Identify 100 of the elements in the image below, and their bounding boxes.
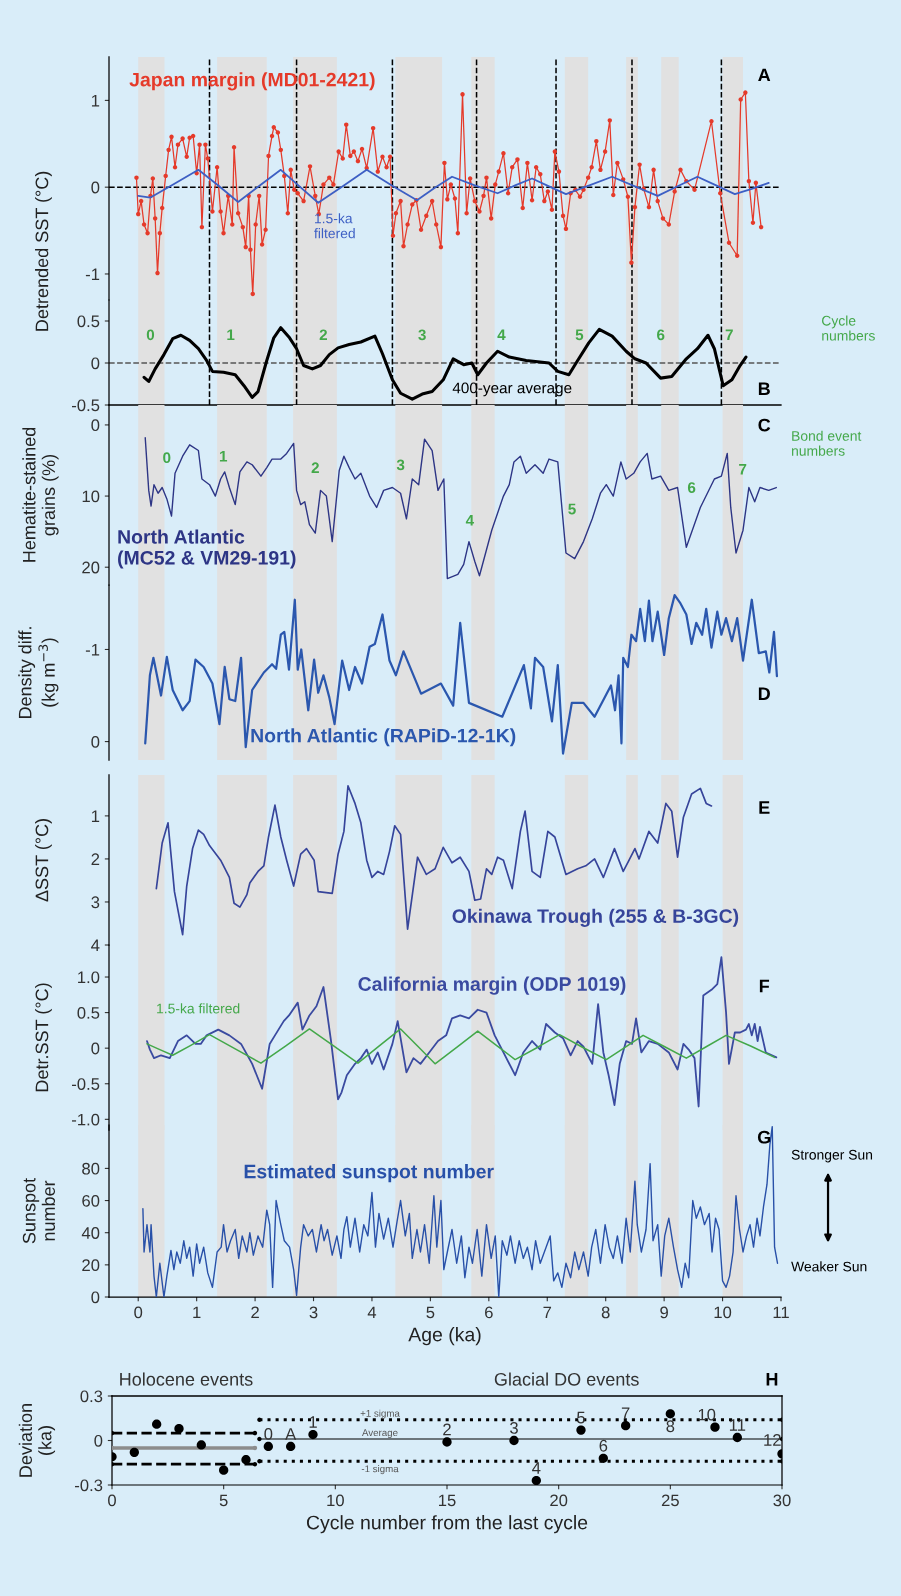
annotation: 3 — [418, 329, 426, 341]
annotation: E — [759, 801, 770, 814]
y-tick-label: 20 — [82, 1259, 100, 1272]
x-axis-title: Cycle number from the last cycle — [306, 1515, 588, 1534]
y-axis-title: Detrended SST (°C) — [35, 171, 52, 331]
point — [509, 1435, 519, 1446]
x-tick-label: 10 — [714, 1306, 732, 1319]
y-tick-label: 1 — [91, 94, 100, 107]
point — [286, 1441, 296, 1452]
line-series — [146, 1028, 776, 1065]
point — [263, 1441, 273, 1452]
y-tick-label: 0 — [91, 357, 100, 370]
series-label: Estimated sunspot number — [244, 1164, 494, 1183]
y-tick-label: -1.0 — [72, 1113, 100, 1126]
annotation: 8 — [666, 1420, 675, 1433]
annotation: 0 — [163, 452, 171, 464]
x-tick-label: 0 — [108, 1494, 116, 1507]
annotation: 0 — [146, 329, 155, 341]
annotation: A — [758, 68, 771, 82]
x-tick-label: 8 — [601, 1306, 610, 1319]
annotation: 4 — [497, 329, 506, 341]
x-tick-label: 11 — [773, 1306, 789, 1319]
annotation: 10 — [698, 1408, 716, 1421]
y-tick-label: 0 — [94, 1434, 103, 1447]
annotation: 3 — [510, 1422, 518, 1434]
text: H — [766, 1373, 778, 1386]
y-tick-label: 0.3 — [80, 1390, 103, 1403]
annotation: B — [758, 382, 770, 395]
annotation: 6 — [687, 482, 696, 493]
text: Holocene events — [120, 1372, 253, 1386]
text: Glacial DO events — [494, 1372, 639, 1386]
y-tick-label: 0 — [91, 1291, 100, 1304]
y-tick-label: -0.3 — [75, 1479, 103, 1492]
x-tick-label: 15 — [439, 1494, 456, 1507]
annotation: 7 — [739, 463, 747, 475]
point — [174, 1423, 184, 1434]
series-label: 400-year average — [452, 382, 572, 397]
series-label: North Atlantic (MC52 & VM29-191) — [118, 529, 296, 569]
annotation: 11 — [729, 1419, 746, 1431]
text: Stronger Sun — [791, 1149, 873, 1163]
annotation: 1 — [227, 329, 235, 341]
x-tick-label: 4 — [367, 1306, 377, 1319]
text: Bond event numbers — [792, 430, 862, 456]
text: Cycle numbers — [822, 315, 875, 341]
point — [257, 1459, 262, 1464]
y-tick-label: 10 — [82, 490, 100, 503]
annotation: +1 sigma — [360, 1409, 400, 1419]
annotation: 2 — [443, 1423, 451, 1436]
point — [621, 1421, 631, 1431]
annotation: 4 — [532, 1462, 541, 1474]
x-tick-label: 20 — [550, 1494, 568, 1507]
x-tick-label: 2 — [251, 1306, 259, 1319]
y-tick-label: 60 — [82, 1194, 100, 1207]
point — [129, 1447, 139, 1458]
y-tick-label: -1 — [85, 268, 100, 280]
y-tick-label: 2 — [91, 853, 100, 865]
y-axis-title: Sunspot number — [22, 1178, 56, 1244]
series-label: Japan margin (MD01-2421) — [129, 72, 375, 91]
series-label: Okinawa Trough (255 & B-3GC) — [452, 908, 739, 927]
annotation: 2 — [311, 462, 319, 474]
annotation: F — [759, 979, 770, 993]
annotation: 2 — [319, 329, 327, 341]
line-series — [144, 594, 779, 755]
point — [598, 1453, 608, 1463]
point — [196, 1440, 206, 1450]
y-tick-label: -0.5 — [72, 1078, 100, 1090]
annotation: 7 — [621, 1407, 630, 1419]
y-tick-label: 0.5 — [77, 315, 100, 328]
annotation: 0 — [264, 1427, 273, 1440]
y-axis-title: Density diff. (kg m$^{−3}$) — [18, 627, 59, 719]
x-tick-label: 30 — [773, 1494, 791, 1507]
annotation: 5 — [568, 503, 576, 515]
y-tick-label: -0.5 — [72, 399, 100, 412]
y-tick-label: 1.0 — [78, 971, 100, 984]
y-tick-label: 40 — [81, 1227, 100, 1239]
line-series — [142, 1125, 779, 1297]
point — [257, 1436, 262, 1442]
x-tick-label: 9 — [660, 1306, 668, 1319]
annotation: 6 — [657, 329, 665, 341]
annotation: 1 — [219, 451, 228, 462]
x-tick-label: 6 — [485, 1306, 493, 1319]
y-axis-title: Detr.SST (°C) — [35, 983, 52, 1092]
point — [531, 1475, 541, 1485]
text: Weaker Sun — [791, 1261, 867, 1272]
annotation: 4 — [465, 515, 475, 526]
y-tick-label: 80 — [82, 1162, 100, 1175]
annotation: 5 — [577, 1411, 585, 1424]
y-tick-label: -1 — [85, 644, 100, 656]
series-label: North Atlantic (RAPiD-12-1K) — [251, 728, 516, 747]
annotation: 7 — [725, 329, 733, 341]
y-tick-label: 3 — [91, 896, 100, 909]
series-label: California margin (ODP 1019) — [358, 976, 626, 995]
annotation: 5 — [575, 329, 584, 341]
point — [732, 1432, 742, 1443]
point — [665, 1409, 675, 1419]
annotation: G — [757, 1130, 771, 1144]
y-tick-label: 1 — [91, 810, 100, 822]
annotation: A — [285, 1428, 297, 1440]
y-tick-label: 0 — [91, 735, 100, 748]
point — [257, 1417, 262, 1422]
